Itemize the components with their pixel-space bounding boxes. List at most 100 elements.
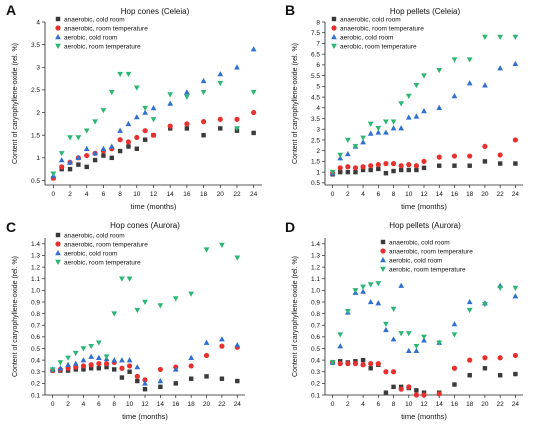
x-tick-label: 12 xyxy=(150,191,158,198)
y-tick-label: 1 xyxy=(316,169,320,176)
x-tick-label: 2 xyxy=(68,191,72,198)
legend-label: aerobic, room temperature xyxy=(64,259,141,266)
data-point xyxy=(172,366,179,372)
data-point xyxy=(467,373,472,378)
data-point xyxy=(217,71,224,77)
y-tick-label: 6.5 xyxy=(311,51,320,58)
data-point xyxy=(405,114,412,120)
data-point xyxy=(108,143,115,149)
data-point xyxy=(172,296,179,302)
data-point xyxy=(390,119,397,125)
data-point xyxy=(133,114,140,120)
x-tick-label: 0 xyxy=(331,401,335,408)
data-point xyxy=(383,369,389,375)
data-point xyxy=(142,377,148,383)
data-point xyxy=(204,374,209,379)
x-tick-label: 6 xyxy=(376,401,380,408)
y-tick-label: 2.5 xyxy=(31,87,40,94)
panel-letter: D xyxy=(285,219,295,235)
y-tick-label: 3 xyxy=(36,65,40,72)
data-point xyxy=(49,367,56,373)
data-point xyxy=(451,57,458,63)
data-point xyxy=(512,34,519,41)
data-point xyxy=(497,161,503,166)
y-tick-label: 3.5 xyxy=(31,42,40,49)
data-point xyxy=(57,365,64,371)
data-point xyxy=(142,380,148,386)
data-point xyxy=(482,366,488,371)
data-point xyxy=(406,384,412,390)
data-point xyxy=(467,357,473,363)
data-point xyxy=(390,306,397,312)
data-point xyxy=(512,60,519,67)
data-point xyxy=(352,165,359,171)
y-tick-label: 1.3 xyxy=(311,253,320,260)
series-3 xyxy=(329,60,519,176)
data-point xyxy=(467,153,473,159)
data-point xyxy=(81,367,86,372)
x-tick-label: 6 xyxy=(102,191,106,198)
x-tick-label: 18 xyxy=(466,191,474,198)
data-point xyxy=(406,162,412,168)
chart-panel-a: A Hop cones (Celeia)0 2 4 6 8 10 12 14 16 18 20 22 24… xyxy=(6,2,262,211)
y-tick-label: 3.5 xyxy=(311,116,320,123)
x-axis-label: time (months) xyxy=(401,202,447,211)
data-point xyxy=(398,101,405,107)
legend: anaerobic, cold room anaerobic, room temp… xyxy=(380,239,473,273)
data-point xyxy=(203,352,210,359)
data-point xyxy=(482,355,488,361)
data-point xyxy=(497,65,504,71)
data-point xyxy=(375,281,382,287)
x-tick-label: 10 xyxy=(405,401,413,408)
y-tick-label: 7 xyxy=(316,41,320,48)
data-point xyxy=(119,357,125,363)
data-point xyxy=(58,151,65,157)
x-axis-label: time (months) xyxy=(401,412,447,421)
data-point xyxy=(360,139,366,145)
data-point xyxy=(142,128,148,134)
y-tick-label: 0.6 xyxy=(31,334,40,341)
data-point xyxy=(383,160,389,167)
legend-label: anaerobic, cold room xyxy=(340,16,401,23)
x-tick-label: 12 xyxy=(420,191,428,198)
data-point xyxy=(421,392,427,398)
data-point xyxy=(134,373,140,379)
data-point xyxy=(344,150,351,157)
series-2 xyxy=(330,137,518,176)
x-tick-label: 22 xyxy=(218,401,226,408)
data-point xyxy=(201,132,206,138)
data-point xyxy=(92,157,98,163)
data-point xyxy=(405,347,412,354)
legend-marker xyxy=(380,266,386,272)
data-point xyxy=(96,361,102,367)
data-point xyxy=(368,361,374,367)
data-point xyxy=(513,371,518,377)
x-tick-label: 0 xyxy=(331,191,335,198)
data-point xyxy=(117,127,123,133)
data-point xyxy=(200,119,207,125)
data-point xyxy=(398,125,405,131)
data-point xyxy=(390,336,397,342)
data-point xyxy=(466,307,473,314)
x-tick-label: 20 xyxy=(481,191,489,198)
data-point xyxy=(101,153,106,158)
data-point xyxy=(126,144,131,149)
data-point xyxy=(452,163,457,168)
data-point xyxy=(167,123,173,129)
series-4 xyxy=(50,71,257,177)
data-point xyxy=(398,163,404,169)
data-point xyxy=(200,89,207,96)
legend-label: aerobic, cold room xyxy=(64,250,117,257)
data-point xyxy=(497,34,504,41)
x-tick-label: 4 xyxy=(82,401,86,408)
data-point xyxy=(367,282,374,288)
data-point xyxy=(80,363,87,369)
data-point xyxy=(512,352,518,359)
series-3 xyxy=(329,282,519,365)
y-tick-label: 3 xyxy=(316,127,320,134)
data-point xyxy=(250,89,257,96)
series-4 xyxy=(49,242,241,373)
data-point xyxy=(218,126,223,131)
legend-label: anaerobic, cold room xyxy=(64,232,125,239)
data-point xyxy=(111,357,118,363)
